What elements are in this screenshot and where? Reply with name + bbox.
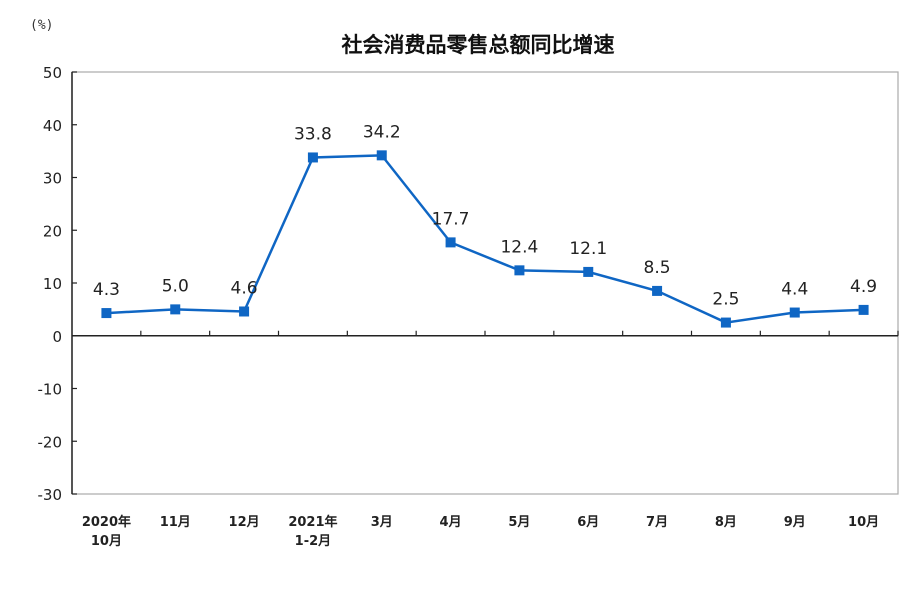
data-point-marker	[858, 304, 869, 315]
x-tick-label: 9月	[784, 515, 806, 530]
data-point-marker	[239, 306, 250, 317]
x-tick-label: 3月	[371, 515, 393, 530]
x-tick-label: 11月	[160, 515, 191, 530]
x-tick-label: 12月	[229, 515, 260, 530]
y-tick-label: 20	[43, 222, 62, 240]
chart-title: 社会消费品零售总额同比增速	[341, 33, 615, 57]
x-tick-label: 4月	[440, 515, 462, 530]
y-tick-label: 10	[43, 275, 62, 293]
data-label: 33.8	[294, 124, 332, 144]
data-point-marker	[101, 308, 112, 319]
y-tick-label: -20	[38, 433, 63, 451]
data-label: 4.3	[93, 280, 120, 300]
x-tick-label: 2021年 1-2月	[288, 514, 337, 549]
data-point-marker	[652, 285, 663, 296]
y-tick-label: 0	[52, 328, 62, 346]
data-point-marker	[170, 304, 181, 315]
data-label: 5.0	[162, 276, 189, 296]
data-label: 12.4	[500, 237, 538, 257]
data-label: 2.5	[712, 290, 739, 310]
y-tick-label: -10	[38, 381, 63, 399]
data-point-marker	[789, 307, 800, 318]
data-point-marker	[445, 237, 456, 248]
x-tick-label: 2020年 10月	[82, 514, 131, 549]
y-tick-label: 30	[43, 170, 62, 188]
y-tick-label: 40	[43, 117, 62, 135]
data-point-marker	[720, 317, 731, 328]
x-tick-label: 5月	[508, 515, 530, 530]
x-tick-label: 10月	[848, 515, 879, 530]
data-label: 4.9	[850, 277, 877, 297]
data-point-marker	[583, 266, 594, 277]
x-tick-label: 7月	[646, 515, 668, 530]
data-point-marker	[376, 150, 387, 161]
plot-area-border	[71, 71, 899, 495]
data-point-marker	[514, 265, 525, 276]
data-label: 4.4	[781, 280, 808, 300]
data-point-marker	[307, 152, 318, 163]
y-axis-unit: (%)	[30, 18, 53, 33]
y-tick-label: 50	[43, 64, 62, 82]
data-label: 17.7	[432, 209, 470, 229]
data-label: 34.2	[363, 122, 401, 142]
data-label: 4.6	[231, 278, 258, 298]
data-label: 12.1	[569, 239, 607, 259]
series-line	[106, 154, 864, 324]
data-label: 8.5	[644, 258, 671, 278]
x-tick-label: 6月	[577, 515, 599, 530]
y-tick-label: -30	[38, 486, 63, 504]
x-tick-label: 8月	[715, 515, 737, 530]
